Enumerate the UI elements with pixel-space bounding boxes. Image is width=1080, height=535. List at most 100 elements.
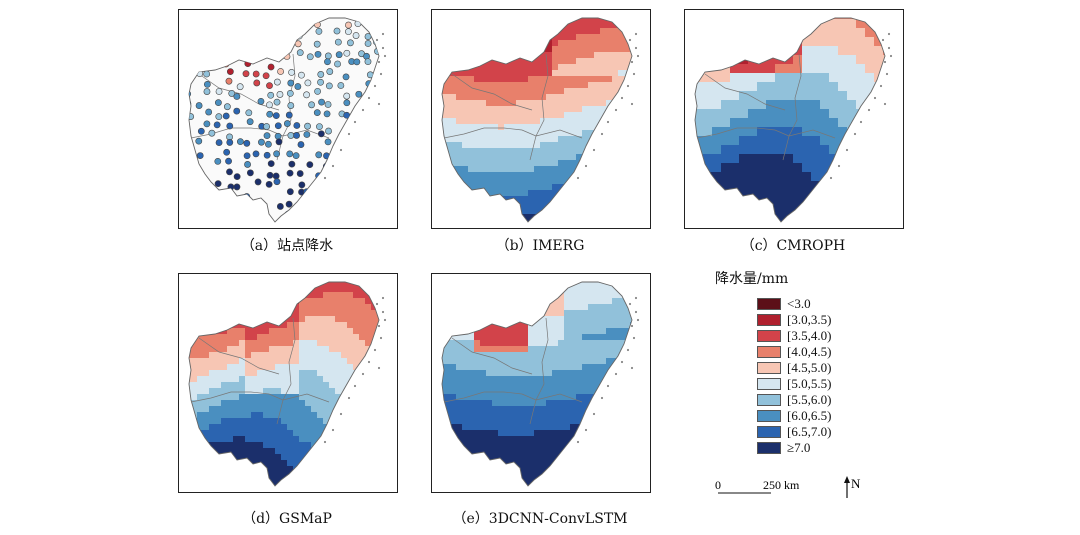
station-marker	[388, 190, 394, 196]
station-marker	[218, 200, 226, 208]
legend-label: [3.0,3.5)	[787, 312, 832, 327]
station-marker	[266, 101, 273, 109]
station-marker	[304, 122, 311, 130]
station-marker	[263, 48, 271, 56]
province-border	[276, 317, 296, 425]
island-mark	[367, 360, 371, 364]
station-marker	[273, 150, 281, 158]
station-marker	[189, 193, 193, 201]
province-border	[788, 129, 836, 139]
island-mark	[628, 38, 632, 42]
station-marker	[205, 108, 213, 116]
station-marker	[223, 103, 231, 111]
station-marker	[306, 161, 314, 169]
legend-swatch	[757, 314, 781, 326]
legend-item: [3.0,3.5)	[715, 312, 915, 328]
island-mark	[606, 384, 610, 388]
station-marker	[276, 91, 284, 98]
station-marker	[385, 22, 391, 28]
province-border	[190, 127, 284, 139]
legend-item: [4.5,5.0)	[715, 360, 915, 376]
station-marker	[317, 130, 325, 138]
station-marker	[233, 107, 241, 115]
station-marker	[365, 80, 373, 88]
station-marker	[194, 20, 201, 28]
island-mark	[630, 60, 634, 64]
station-marker	[287, 102, 295, 109]
station-marker	[233, 183, 241, 191]
island-mark	[614, 372, 618, 376]
island-mark	[353, 120, 357, 124]
province-border	[782, 53, 802, 161]
station-marker	[343, 138, 351, 146]
station-marker	[314, 50, 322, 58]
station-marker	[207, 21, 215, 28]
station-marker	[343, 99, 351, 107]
station-marker	[287, 79, 295, 87]
station-marker	[355, 90, 363, 98]
island-mark	[630, 102, 634, 106]
island-mark	[626, 84, 630, 88]
station-marker	[265, 180, 273, 188]
station-marker	[295, 202, 303, 210]
station-marker	[335, 51, 343, 59]
station-marker	[244, 198, 252, 206]
map-panel-imerg	[431, 9, 651, 229]
station-marker	[336, 179, 343, 187]
station-marker	[364, 40, 372, 47]
station-marker	[285, 111, 293, 119]
station-marker	[272, 112, 280, 120]
legend-label: [6.5,7.0)	[787, 424, 832, 439]
station-marker	[353, 58, 361, 66]
island-mark	[361, 108, 365, 112]
station-marker	[374, 169, 379, 176]
station-marker	[198, 48, 205, 56]
station-marker	[316, 123, 323, 131]
station-marker	[366, 71, 374, 79]
island-mark	[353, 384, 357, 388]
station-marker	[364, 58, 372, 66]
island-mark	[323, 440, 327, 444]
station-marker	[324, 138, 332, 146]
station-marker	[223, 148, 231, 156]
station-marker	[189, 140, 191, 148]
station-marker	[288, 68, 295, 76]
island-mark	[883, 60, 887, 64]
station-marker	[252, 70, 260, 78]
station-marker	[225, 201, 233, 208]
island-mark	[845, 148, 849, 152]
island-mark	[375, 302, 379, 306]
station-marker	[387, 139, 393, 145]
station-marker	[325, 127, 332, 135]
legend-item: [3.5,4.0)	[715, 328, 915, 344]
station-marker	[294, 40, 302, 48]
island-mark	[620, 96, 624, 100]
island-mark	[634, 32, 638, 36]
station-marker	[225, 157, 232, 165]
station-marker	[263, 132, 271, 140]
island-mark	[853, 132, 857, 136]
station-marker	[318, 98, 325, 106]
station-marker	[385, 109, 391, 115]
station-marker	[324, 58, 331, 66]
station-marker	[195, 181, 203, 189]
scale-distance-label: 250 km	[763, 478, 800, 492]
province-border	[443, 127, 537, 139]
station-marker	[345, 181, 353, 188]
island-mark	[887, 32, 891, 36]
station-marker	[257, 210, 265, 218]
station-marker	[244, 211, 252, 218]
station-marker	[236, 138, 244, 146]
station-marker	[324, 52, 332, 60]
station-marker	[388, 214, 394, 220]
map-panel-cmroph	[684, 9, 904, 229]
station-marker	[334, 60, 341, 68]
station-marker	[387, 60, 393, 66]
province-border	[443, 391, 537, 403]
island-mark	[381, 46, 385, 50]
station-marker	[267, 160, 275, 167]
island-mark	[379, 336, 383, 340]
station-marker	[256, 201, 264, 208]
station-marker	[317, 78, 324, 86]
station-marker	[226, 168, 233, 176]
